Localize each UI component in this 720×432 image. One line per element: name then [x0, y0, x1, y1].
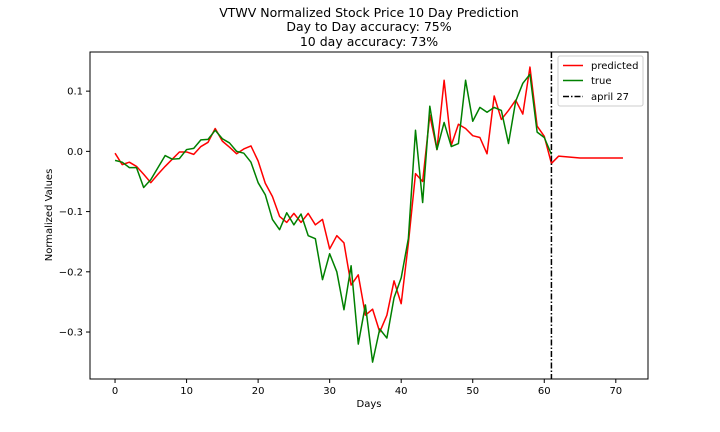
- legend-box: [557, 55, 644, 107]
- y-axis-label: Normalized Values: [44, 169, 55, 262]
- legend-label-true: true: [591, 76, 612, 87]
- x-ticks: 0 10 20 30 40 50 60 70: [112, 379, 622, 397]
- legend: predicted true april 27: [557, 55, 644, 107]
- chart-title-line-2: Day to Day accuracy: 75%: [286, 19, 451, 34]
- y-ticks: −0.3 −0.2 −0.1 0.0 0.1: [59, 87, 90, 339]
- x-tick-label: 50: [466, 386, 479, 397]
- x-tick-label: 0: [112, 386, 118, 397]
- series-layer: [114, 66, 623, 363]
- x-tick-label: 20: [252, 386, 265, 397]
- x-tick-label: 40: [395, 386, 408, 397]
- y-tick-label: 0.1: [67, 87, 83, 98]
- chart-title-line-1: VTWV Normalized Stock Price 10 Day Predi…: [219, 5, 519, 20]
- x-tick-label: 70: [609, 386, 622, 397]
- x-tick-label: 30: [323, 386, 336, 397]
- plot-frame: [89, 51, 649, 380]
- legend-label-predicted: predicted: [591, 61, 638, 72]
- y-tick-label: −0.1: [59, 207, 83, 218]
- y-tick-label: 0.0: [67, 147, 83, 158]
- x-axis-label: Days: [357, 399, 382, 410]
- y-tick-label: −0.3: [59, 328, 83, 339]
- chart-title-line-3: 10 day accuracy: 73%: [300, 34, 438, 49]
- x-tick-label: 10: [180, 386, 193, 397]
- x-tick-label: 60: [538, 386, 551, 397]
- series-line-predicted: [114, 66, 623, 333]
- y-tick-label: −0.2: [59, 267, 83, 278]
- legend-label-april-27: april 27: [591, 92, 629, 103]
- series-line-true: [114, 73, 553, 363]
